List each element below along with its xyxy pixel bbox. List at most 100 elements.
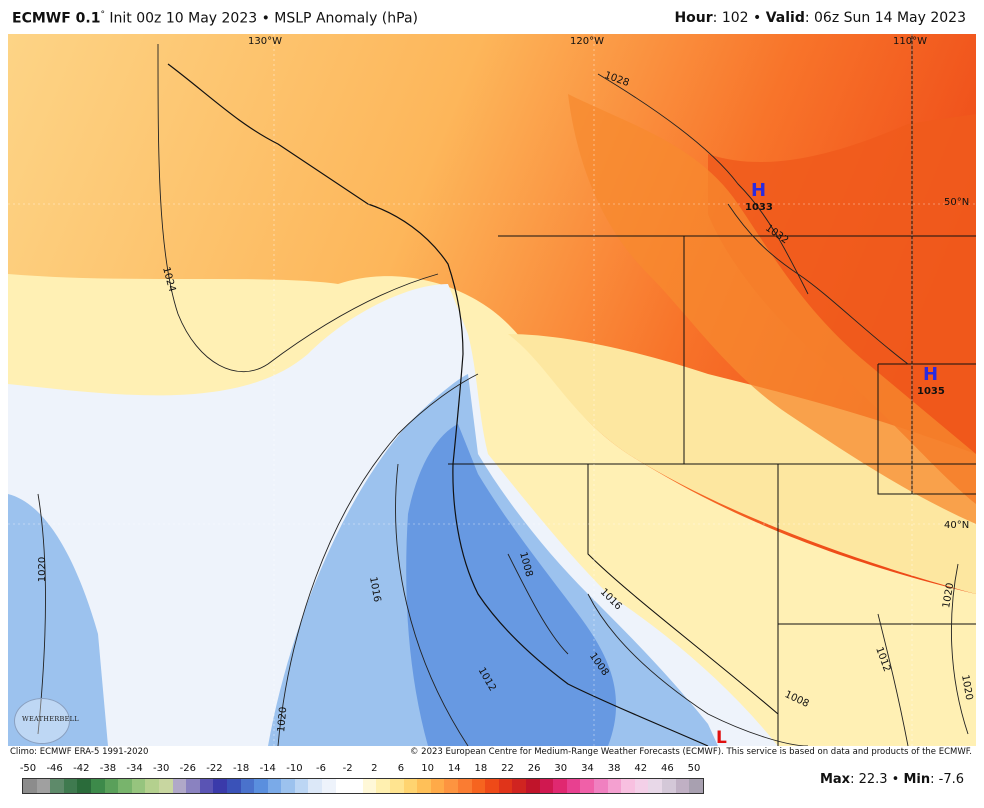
orange-mid-zone — [568, 94, 976, 524]
credits-bar: Climo: ECMWF ERA-5 1991-2020 © 2023 Euro… — [0, 746, 984, 760]
colorbar-swatch — [213, 779, 227, 793]
valid-label: Valid — [765, 10, 805, 26]
isobars — [37, 43, 969, 746]
colorbar-tick-label: 50 — [687, 763, 701, 774]
colorbar-tick-label: -22 — [206, 763, 223, 774]
colorbar-tick-label: -46 — [46, 763, 63, 774]
map-canvas — [8, 34, 976, 746]
valid-value: : 06z Sun 14 May 2023 — [804, 10, 966, 26]
high-pressure-symbol: H — [923, 364, 939, 385]
high-pressure-value: 1035 — [917, 386, 945, 397]
colorbar-swatch — [512, 779, 526, 793]
min-label: Min — [903, 772, 931, 787]
colorbar-swatch — [77, 779, 91, 793]
colorbar-swatch — [104, 779, 119, 793]
colorbar-swatch — [145, 779, 159, 793]
logo-text: WEATHERBELL — [22, 715, 79, 723]
colorbar-swatch — [240, 779, 255, 793]
colorbar-swatch — [335, 779, 350, 793]
colorbar-swatch — [199, 779, 214, 793]
colorbar-swatch — [118, 779, 132, 793]
colorbar-swatch — [267, 779, 282, 793]
colorbar-swatch — [172, 779, 187, 793]
colorbar-swatch — [376, 779, 391, 793]
colorbar-swatch — [525, 779, 540, 793]
colorbar-tick-label: 38 — [607, 763, 621, 774]
colorbar-tick-label: 2 — [371, 763, 378, 774]
colorbar-swatch — [689, 779, 703, 793]
colorbar-swatch — [607, 779, 622, 793]
colorbar-swatch — [226, 779, 241, 793]
colorbar-swatch — [308, 779, 323, 793]
colorbar-tick-label: 34 — [581, 763, 594, 774]
colorbar-swatch — [621, 779, 635, 793]
colorbar-swatch — [50, 779, 64, 793]
colorbar-tick-label: 30 — [554, 763, 568, 774]
contour-label: 1020 — [276, 706, 290, 733]
colorbar-swatch — [349, 779, 363, 793]
colorbar-swatch — [294, 779, 309, 793]
colorbar-swatch — [580, 779, 594, 793]
colorbar-tick-label: 46 — [660, 763, 674, 774]
hour-label: Hour — [674, 10, 713, 26]
colorbar-tick-label: -50 — [19, 763, 37, 774]
colorbar-tick-label: -2 — [342, 763, 353, 774]
colorbar-tick-label: -38 — [99, 763, 117, 774]
colorbar-tick-label: -18 — [232, 763, 250, 774]
contour-label: 1020 — [37, 556, 49, 583]
colorbar-swatch — [498, 779, 513, 793]
max-value: : 22.3 • — [850, 772, 904, 787]
blue-deep-zone — [406, 424, 617, 746]
colorbar-swatch — [90, 779, 105, 793]
colorbar-tick-label: 14 — [447, 763, 461, 774]
min-value: : -7.6 — [930, 772, 964, 787]
map-title: ECMWF 0.1° Init 00z 10 May 2023 • MSLP A… — [12, 10, 418, 27]
colorbar-swatch — [430, 779, 445, 793]
colorbar-swatch — [539, 779, 554, 793]
init-text: Init 00z 10 May 2023 • MSLP Anomaly (hPa… — [104, 10, 418, 27]
colorbar-swatch — [36, 779, 51, 793]
model-name: ECMWF 0.1 — [12, 10, 101, 27]
colorbar-tick-label: 26 — [527, 763, 541, 774]
colorbar-tick-label: -30 — [153, 763, 170, 774]
high-pressure-symbol: H — [751, 180, 767, 201]
lat-label: 40°N — [944, 520, 970, 531]
colorbar-swatch — [63, 779, 78, 793]
colorbar-swatch — [444, 779, 458, 793]
colorbar-swatch — [553, 779, 567, 793]
anomaly-map[interactable]: 1024 1028 1032 1008 1016 1020 1012 1020 … — [8, 34, 976, 746]
lon-label: 110°W — [893, 36, 927, 47]
colorbar-swatch — [458, 779, 472, 793]
lon-label: 130°W — [248, 36, 282, 47]
colorbar-swatch — [322, 779, 336, 793]
colorbar-swatch — [675, 779, 690, 793]
low-pressure-symbol: L — [716, 728, 727, 746]
colorbar-tick-label: 42 — [634, 763, 648, 774]
colorbar-swatch — [186, 779, 200, 793]
colorbar-ticks: -50 -46 -42 -38 -34 -30 -26 -22 -18 -14 -10 -6 -2 2 6 1… — [0, 763, 720, 777]
max-min-readout: Max: 22.3 • Min: -7.6 — [820, 772, 964, 787]
colorbar — [22, 778, 704, 794]
colorbar-swatch — [634, 779, 649, 793]
map-header: ECMWF 0.1° Init 00z 10 May 2023 • MSLP A… — [0, 0, 984, 34]
valid-time: Hour: 102 • Valid: 06z Sun 14 May 2023 — [674, 10, 966, 26]
colorbar-swatch — [390, 779, 404, 793]
max-label: Max — [819, 772, 851, 787]
colorbar-swatch — [23, 779, 37, 793]
colorbar-tick-label: -10 — [286, 763, 303, 774]
colorbar-swatch — [131, 779, 146, 793]
colorbar-tick-label: 6 — [397, 763, 405, 774]
colorbar-swatch — [281, 779, 295, 793]
lat-lon-grid — [8, 34, 976, 746]
colorbar-swatch — [254, 779, 268, 793]
high-pressure-value: 1033 — [745, 202, 773, 213]
colorbar-tick-label: -14 — [259, 763, 276, 774]
colorbar-tick-label: -42 — [73, 763, 90, 774]
colorbar-swatch — [661, 779, 676, 793]
colorbar-swatch — [648, 779, 662, 793]
colorbar-swatch — [403, 779, 418, 793]
colorbar-swatch — [593, 779, 608, 793]
colorbar-tick-label: -34 — [126, 763, 143, 774]
lon-label: 120°W — [570, 36, 604, 47]
blue-mid-zone — [8, 494, 108, 746]
